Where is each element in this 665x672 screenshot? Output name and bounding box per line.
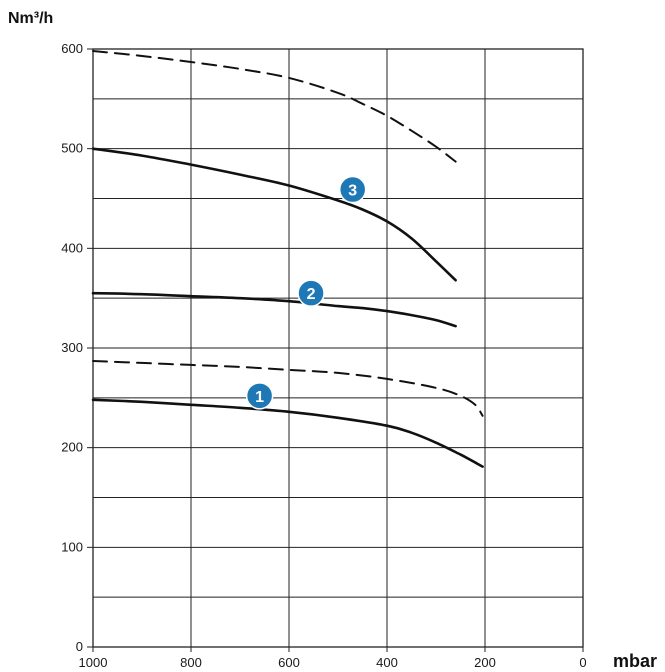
grid [93,49,583,647]
x-tick-label: 400 [376,655,398,670]
y-tick-label: 0 [76,639,83,654]
y-tick-label: 300 [61,340,83,355]
series-line-2-solid [91,147,457,282]
marker-circle [338,175,367,204]
series-line-3-solid [91,291,457,328]
y-tick-labels: 0 100 200 300 400 500 600 [61,41,93,654]
marker-label: 1 [255,389,264,406]
x-tick-label: 200 [474,655,496,670]
y-tick-label: 500 [61,141,83,156]
curve-marker-1: 1 [245,382,274,410]
x-tick-label: 600 [278,655,300,670]
y-axis-unit: Nm³/h [8,10,53,27]
series-line-4-dashed [92,360,484,417]
y-tick-label: 100 [61,539,83,554]
curve-marker-3: 3 [338,175,367,204]
y-tick-label: 400 [61,240,83,255]
marker-circle [245,382,274,410]
y-tick-label: 600 [61,41,83,56]
y-tick-label: 200 [61,440,83,455]
marker-circle [297,279,325,307]
marker-label: 3 [348,183,357,200]
x-tick-labels: 1000 800 600 400 200 0 [79,647,587,670]
marker-label: 2 [307,286,316,303]
series-line-1-dashed [92,50,457,163]
series-line-5-solid [91,398,484,468]
curve-marker-2: 2 [297,279,325,307]
x-tick-label: 800 [180,655,202,670]
x-tick-label: 1000 [79,655,108,670]
series-markers: 1 2 3 [245,175,367,410]
x-axis-unit: mbar [613,651,657,671]
series-lines [91,50,484,468]
x-tick-label: 0 [579,655,586,670]
